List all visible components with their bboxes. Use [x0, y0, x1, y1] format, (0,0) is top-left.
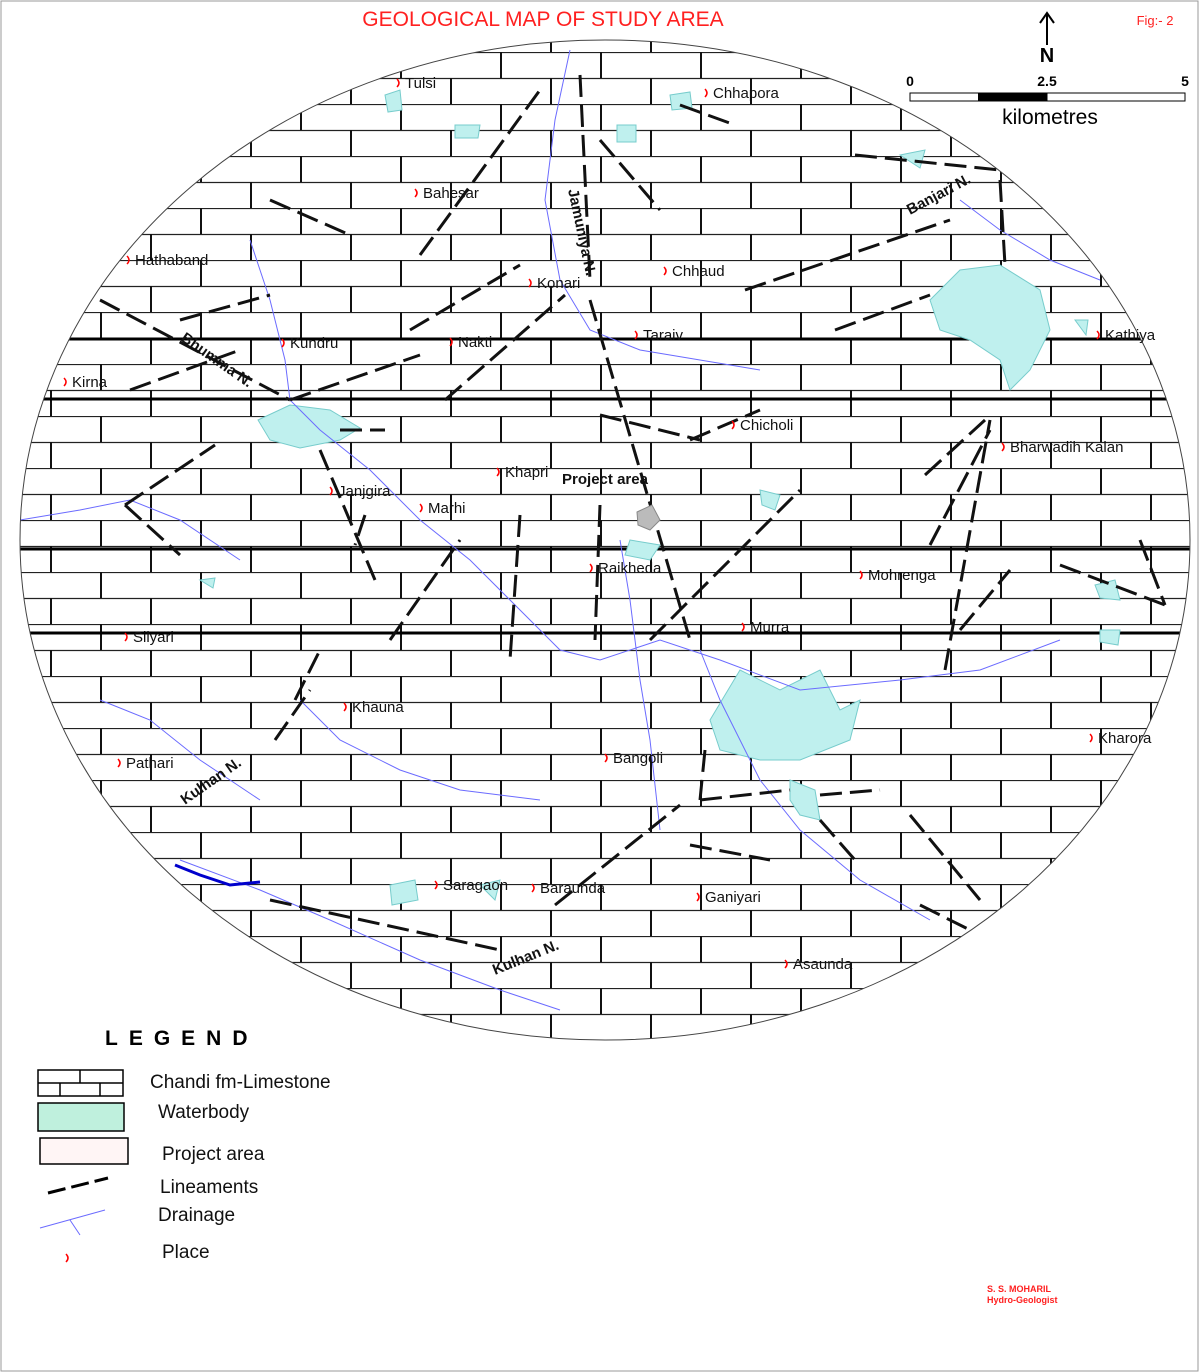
place-label: Bharwadih Kalan — [1010, 439, 1123, 456]
place-label: Taraiv — [643, 327, 684, 344]
place-label: Tulsi — [405, 75, 436, 92]
scale-tick: 5 — [1181, 73, 1189, 89]
credit-name: S. S. MOHARIL — [987, 1284, 1052, 1294]
place-label: Pathari — [126, 755, 174, 772]
place-label: Kharora — [1098, 730, 1152, 747]
north-label: N — [1040, 45, 1054, 67]
place-label: Khauna — [352, 699, 404, 716]
place-label: Kathiya — [1105, 327, 1156, 344]
place-label: Khapri — [505, 464, 548, 481]
place-label: Chhaud — [672, 263, 725, 280]
scale-tick: 2.5 — [1037, 73, 1057, 89]
legend-label: Chandi fm-Limestone — [150, 1072, 331, 1093]
place-label: Asaunda — [793, 956, 853, 973]
place-label: Chhapora — [713, 85, 780, 102]
place-label: Saragaon — [443, 877, 508, 894]
place-label: Chicholi — [740, 417, 793, 434]
place-label: Murra — [750, 619, 790, 636]
legend-title: LEGEND — [105, 1027, 259, 1050]
credit-role: Hydro-Geologist — [987, 1295, 1058, 1305]
map-title: GEOLOGICAL MAP OF STUDY AREA — [362, 8, 723, 31]
place-label: Kirna — [72, 374, 108, 391]
place-label: Baraunda — [540, 880, 606, 897]
scale-tick: 0 — [906, 73, 914, 89]
place-label: Mohrenga — [868, 567, 936, 584]
project-label: Project area — [562, 471, 649, 488]
place-label: Bangoli — [613, 750, 663, 767]
place-label: Silyari — [133, 629, 174, 646]
place-label: Bahesar — [423, 185, 479, 202]
scale-unit: kilometres — [1002, 106, 1098, 129]
place-label: Nakti — [458, 334, 492, 351]
page: Tulsi Chhapora Bahesar Hathaband Konari Chhau… — [0, 0, 1199, 1372]
figure-label: Fig:- 2 — [1137, 13, 1174, 28]
place-label: Janjgira — [338, 483, 391, 500]
legend-label: Lineaments — [160, 1177, 258, 1198]
legend-label: Drainage — [158, 1205, 235, 1226]
legend-label: Place — [162, 1242, 210, 1263]
place-label: Marhi — [428, 500, 466, 517]
map-figure: Tulsi Chhapora Bahesar Hathaband Konari Chhau… — [0, 0, 1199, 1372]
place-label: Raikheda — [598, 560, 662, 577]
place-label: Hathaband — [135, 252, 208, 269]
legend-label: Waterbody — [158, 1102, 250, 1123]
place-label: Konari — [537, 275, 580, 292]
place-label: Kundru — [290, 335, 338, 352]
place-label: Ganiyari — [705, 889, 761, 906]
legend-label: Project area — [162, 1144, 265, 1165]
